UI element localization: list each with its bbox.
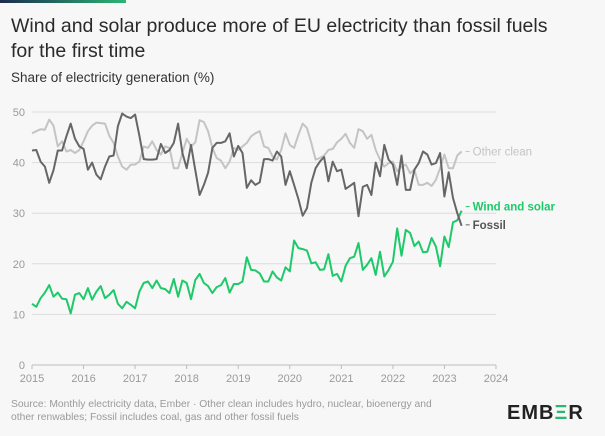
gridlines — [32, 111, 496, 366]
x-tick-label: 2019 — [226, 373, 250, 385]
x-tick-label: 2020 — [278, 373, 302, 385]
series-label: Fossil — [473, 220, 506, 232]
series-line-fossil — [31, 112, 463, 227]
chart-title: Wind and solar produce more of EU electr… — [11, 15, 548, 62]
chart-subtitle: Share of electricity generation (%) — [11, 70, 215, 85]
x-tick-label: 2016 — [71, 373, 95, 385]
y-tick-label: 50 — [13, 107, 25, 119]
x-axis: 2015 2016 2017 2018 2019 2020 2021 2022 2023 2024 — [20, 365, 508, 385]
brand-accent-bar — [0, 0, 126, 3]
x-tick-label: 2015 — [20, 373, 44, 385]
y-tick-label: 0 — [19, 360, 25, 372]
x-tick-label: 2017 — [123, 373, 147, 385]
series-line-wind-and-solar — [31, 210, 463, 315]
series-lines — [31, 112, 463, 315]
x-tick-label: 2024 — [484, 373, 508, 385]
x-tick-label: 2022 — [381, 373, 405, 385]
x-tick-label: 2021 — [329, 373, 353, 385]
ember-logo: EMBΞR — [507, 402, 584, 424]
x-tick-label: 2018 — [174, 373, 198, 385]
y-tick-label: 20 — [13, 259, 25, 271]
series-labels: Other clean Wind and solar Fossil — [465, 146, 556, 232]
source-note: Source: Monthly electricity data, Ember … — [11, 399, 432, 423]
y-axis: 0 10 20 30 40 50 — [13, 107, 25, 372]
x-tick-label: 2023 — [432, 373, 456, 385]
y-tick-label: 40 — [13, 158, 25, 170]
series-label: Other clean — [473, 146, 532, 158]
y-tick-label: 30 — [13, 208, 25, 220]
series-label: Wind and solar — [473, 202, 556, 214]
y-tick-label: 10 — [13, 309, 25, 321]
